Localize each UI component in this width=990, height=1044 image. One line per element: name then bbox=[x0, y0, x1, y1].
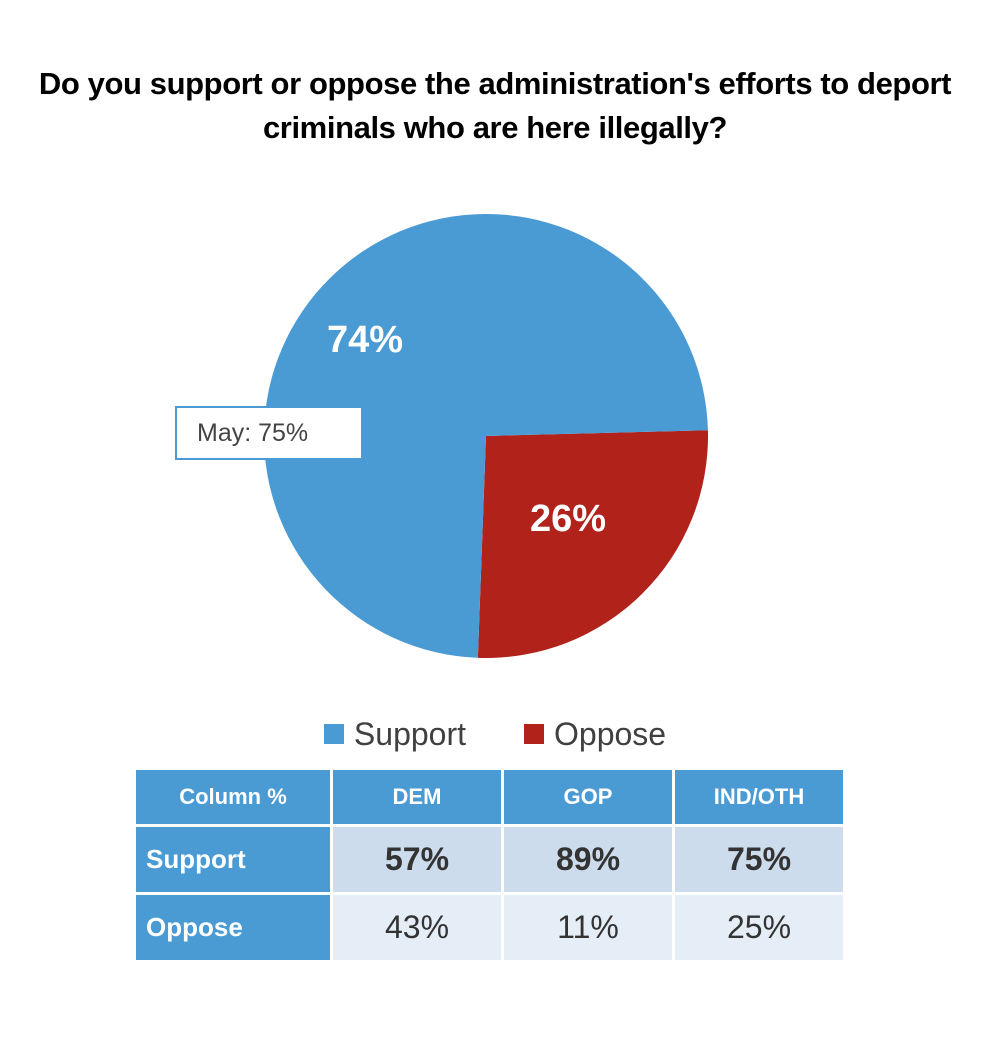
pie-chart: 74% 26% bbox=[263, 213, 709, 658]
legend-swatch-support bbox=[323, 724, 344, 744]
table-header-row: Column % DEM GOP IND/OTH bbox=[136, 770, 843, 824]
cell-support-ind-oth: 75% bbox=[675, 827, 843, 892]
column-header-dem: DEM bbox=[333, 770, 501, 824]
cell-support-dem: 57% bbox=[333, 827, 501, 892]
legend-label-oppose: Oppose bbox=[554, 715, 667, 752]
crosstab-table: Column % DEM GOP IND/OTH Support 57% 89%… bbox=[133, 767, 846, 963]
pie-label-support: 74% bbox=[327, 319, 403, 361]
pie-slice-oppose bbox=[477, 430, 709, 658]
legend: Support Oppose bbox=[0, 712, 990, 756]
legend-swatch-oppose bbox=[524, 724, 544, 744]
table-row-oppose: Oppose 43% 11% 25% bbox=[136, 895, 843, 960]
pie-slices bbox=[263, 213, 709, 658]
row-header-support: Support bbox=[136, 827, 330, 892]
may-annotation: May: 75% bbox=[175, 406, 363, 460]
cell-support-gop: 89% bbox=[504, 827, 672, 892]
table-row-support: Support 57% 89% 75% bbox=[136, 827, 843, 892]
cell-oppose-ind-oth: 25% bbox=[675, 895, 843, 960]
row-header-oppose: Oppose bbox=[136, 895, 330, 960]
cell-oppose-dem: 43% bbox=[333, 895, 501, 960]
cell-oppose-gop: 11% bbox=[504, 895, 672, 960]
column-header-gop: GOP bbox=[504, 770, 672, 824]
pie-slice-support bbox=[263, 213, 708, 658]
column-header-ind-oth: IND/OTH bbox=[675, 770, 843, 824]
column-header-label: Column % bbox=[136, 770, 330, 824]
pie-label-oppose: 26% bbox=[530, 498, 606, 540]
legend-label-support: Support bbox=[353, 715, 466, 752]
legend-item-support: Support bbox=[323, 715, 466, 753]
chart-title: Do you support or oppose the administrat… bbox=[38, 66, 952, 145]
legend-item-oppose: Oppose bbox=[524, 716, 666, 753]
